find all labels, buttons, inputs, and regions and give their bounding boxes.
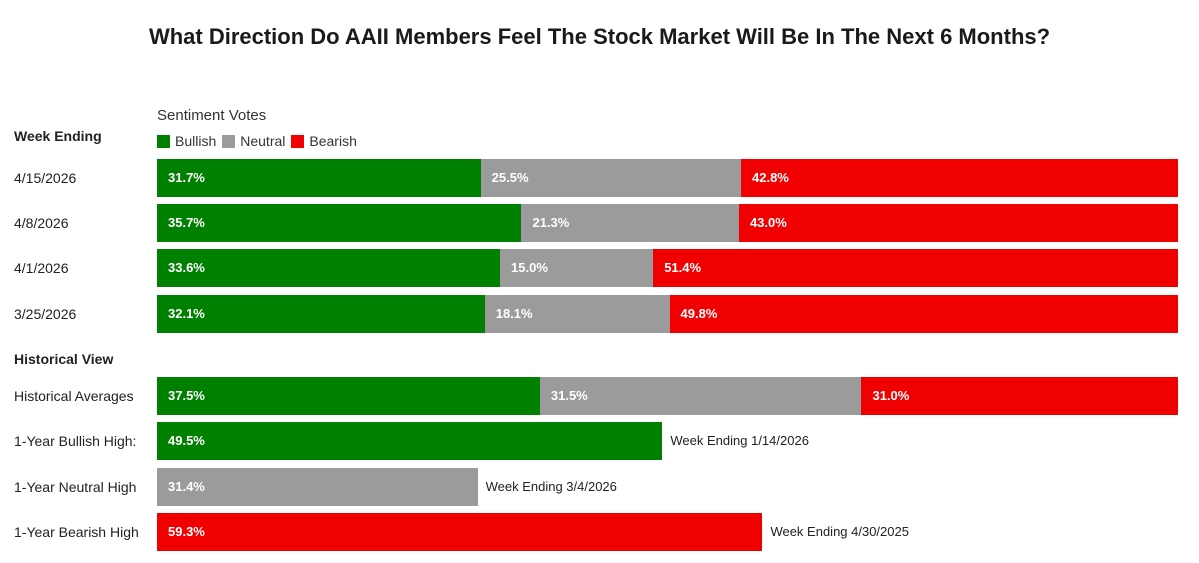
stacked-bar-row: 35.7% 21.3% 43.0% <box>157 204 1178 242</box>
legend-item-bearish: Bearish <box>291 133 357 149</box>
high-label: 1-Year Bullish High: <box>14 433 137 449</box>
bar-segment-neutral: 21.3% <box>521 204 739 242</box>
week-label: 4/1/2026 <box>14 260 69 276</box>
legend-label-bullish: Bullish <box>175 133 217 149</box>
high-bar-neutral: 31.4% <box>157 468 478 506</box>
bar-segment-bullish: 33.6% <box>157 249 501 287</box>
high-note: Week Ending 4/30/2025 <box>770 524 909 539</box>
legend-swatch-bearish <box>291 134 305 148</box>
high-bar-row: 59.3% <box>157 513 763 551</box>
bar-segment-bearish: 51.4% <box>653 249 1178 287</box>
weekly-header: Week Ending <box>14 128 102 144</box>
high-bar-row: 49.5% <box>157 422 663 460</box>
legend-title: Sentiment Votes <box>157 107 267 124</box>
week-label: 3/25/2026 <box>14 306 77 322</box>
bar-segment-bearish: 49.8% <box>669 295 1178 333</box>
stacked-bar-row: 33.6% 15.0% 51.4% <box>157 249 1178 287</box>
bar-segment-neutral: 18.1% <box>484 295 670 333</box>
week-label: 4/15/2026 <box>14 170 77 186</box>
bar-segment-neutral: 15.0% <box>500 249 654 287</box>
bar-segment-bearish: 42.8% <box>741 159 1178 197</box>
stacked-bar-row: 32.1% 18.1% 49.8% <box>157 295 1178 333</box>
legend-label-neutral: Neutral <box>240 133 286 149</box>
bar-segment-bearish: 31.0% <box>861 377 1178 415</box>
bar-segment-bullish: 35.7% <box>157 204 522 242</box>
historical-averages-label: Historical Averages <box>14 388 134 404</box>
legend-item-bullish: Bullish <box>157 133 216 149</box>
bar-segment-bullish: 37.5% <box>157 377 540 415</box>
week-label: 4/8/2026 <box>14 215 69 231</box>
legend: Bullish Neutral Bearish <box>157 133 363 149</box>
legend-label-bearish: Bearish <box>309 133 357 149</box>
bar-segment-bearish: 43.0% <box>738 204 1178 242</box>
bar-segment-bullish: 31.7% <box>157 159 481 197</box>
high-label: 1-Year Bearish High <box>14 524 139 540</box>
high-bar-bearish: 59.3% <box>157 513 763 551</box>
stacked-bar-row: 31.7% 25.5% 42.8% <box>157 159 1178 197</box>
legend-item-neutral: Neutral <box>222 133 285 149</box>
historical-header: Historical View <box>14 351 114 367</box>
bar-segment-neutral: 25.5% <box>480 159 741 197</box>
high-label: 1-Year Neutral High <box>14 479 137 495</box>
legend-swatch-neutral <box>222 134 236 148</box>
stacked-bar-row: 37.5% 31.5% 31.0% <box>157 377 1178 415</box>
bar-segment-neutral: 31.5% <box>539 377 862 415</box>
legend-swatch-bullish <box>157 134 170 148</box>
high-note: Week Ending 1/14/2026 <box>670 433 809 448</box>
high-bar-row: 31.4% <box>157 468 478 506</box>
chart-title: What Direction Do AAII Members Feel The … <box>148 24 1051 49</box>
high-bar-bullish: 49.5% <box>157 422 663 460</box>
high-note: Week Ending 3/4/2026 <box>485 479 617 494</box>
bar-segment-bullish: 32.1% <box>157 295 485 333</box>
